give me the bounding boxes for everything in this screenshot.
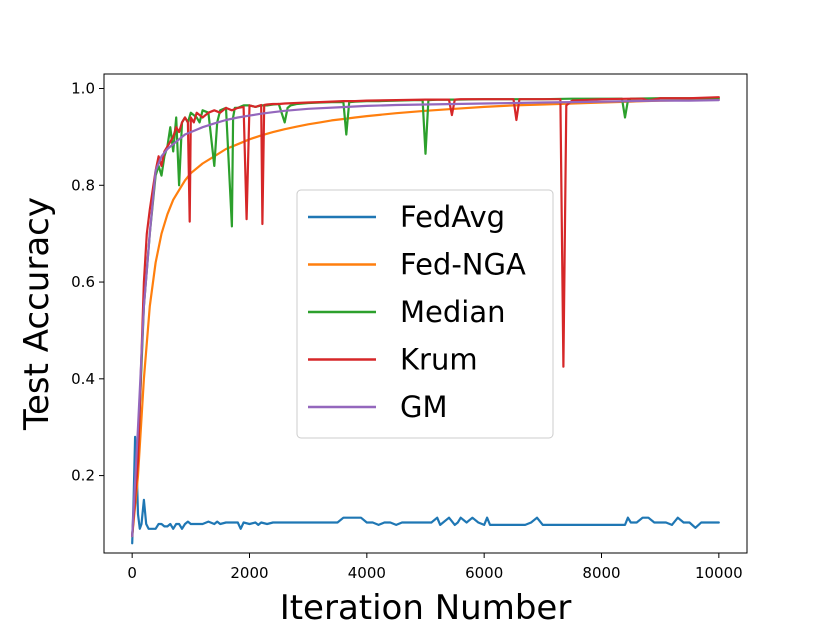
legend-label-fed-nga: Fed-NGA bbox=[400, 248, 526, 282]
x-axis-title: Iteration Number bbox=[280, 588, 572, 623]
x-axis-ticks: 0 2000 4000 6000 8000 10000 bbox=[127, 553, 743, 582]
series-line-krum bbox=[131, 96, 720, 538]
series-layer bbox=[131, 96, 720, 545]
x-tick-label: 2000 bbox=[230, 564, 268, 582]
y-tick-label: 1.0 bbox=[71, 80, 95, 98]
legend-label-median: Median bbox=[400, 295, 505, 329]
legend-label-fedavg: FedAvg bbox=[400, 200, 505, 234]
y-axis-ticks: 0.2 0.4 0.6 0.8 1.0 bbox=[71, 80, 104, 485]
y-tick-label: 0.2 bbox=[71, 467, 95, 485]
y-tick-label: 0.6 bbox=[71, 273, 95, 291]
series-line-fedavg bbox=[131, 435, 720, 545]
x-tick-label: 10000 bbox=[695, 564, 743, 582]
plot-frame bbox=[103, 73, 748, 554]
x-tick-label: 4000 bbox=[348, 564, 386, 582]
x-tick-label: 0 bbox=[127, 564, 137, 582]
x-tick-label: 8000 bbox=[582, 564, 620, 582]
series-line-gm bbox=[131, 98, 720, 538]
y-axis-title: Test Accuracy bbox=[17, 197, 57, 431]
legend-frame bbox=[296, 189, 554, 439]
series-line-fed-nga bbox=[131, 98, 720, 538]
legend-items: FedAvg Fed-NGA Median Krum GM bbox=[308, 200, 526, 424]
legend-label-gm: GM bbox=[400, 390, 448, 424]
y-tick-label: 0.8 bbox=[71, 176, 95, 194]
legend: FedAvg Fed-NGA Median Krum GM bbox=[296, 189, 554, 439]
x-tick-label: 6000 bbox=[465, 564, 503, 582]
legend-label-krum: Krum bbox=[400, 343, 478, 377]
y-tick-label: 0.4 bbox=[71, 370, 95, 388]
